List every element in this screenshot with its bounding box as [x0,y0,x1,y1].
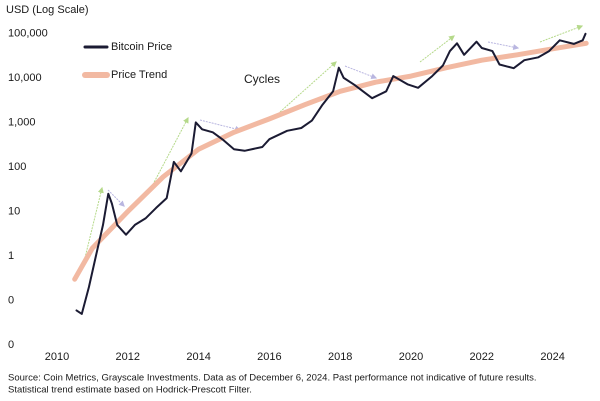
legend-label: Price Trend [111,69,167,81]
series-line [75,32,587,315]
series-line [72,40,589,282]
x-tick-label: 2016 [257,351,281,363]
y-tick-label: 10,000 [8,72,42,84]
source-note: Source: Coin Metrics, Grayscale Investme… [8,373,537,384]
x-tick-label: 2024 [540,351,564,363]
x-tick-label: 2014 [186,351,210,363]
annotation: Cycles [244,72,280,86]
y-tick-label: 1,000 [8,116,36,128]
cycle-arrows [81,24,584,271]
x-tick-label: 2022 [470,351,494,363]
x-tick-label: 2012 [116,351,140,363]
x-tick-label: 2018 [328,351,352,363]
y-tick-label: 0 [8,294,14,306]
x-tick-label: 2010 [45,351,69,363]
x-tick-label: 2020 [399,351,423,363]
legend-label: Bitcoin Price [111,41,172,53]
y-tick-label: 1 [8,250,14,262]
source-note: Statistical trend estimate based on Hodr… [8,385,252,396]
y-tick-label: 0 [8,339,14,351]
y-tick-label: 100 [8,161,26,173]
y-tick-label: 10 [8,205,20,217]
y-axis-title: USD (Log Scale) [6,4,89,16]
y-tick-label: 100,000 [8,27,48,39]
